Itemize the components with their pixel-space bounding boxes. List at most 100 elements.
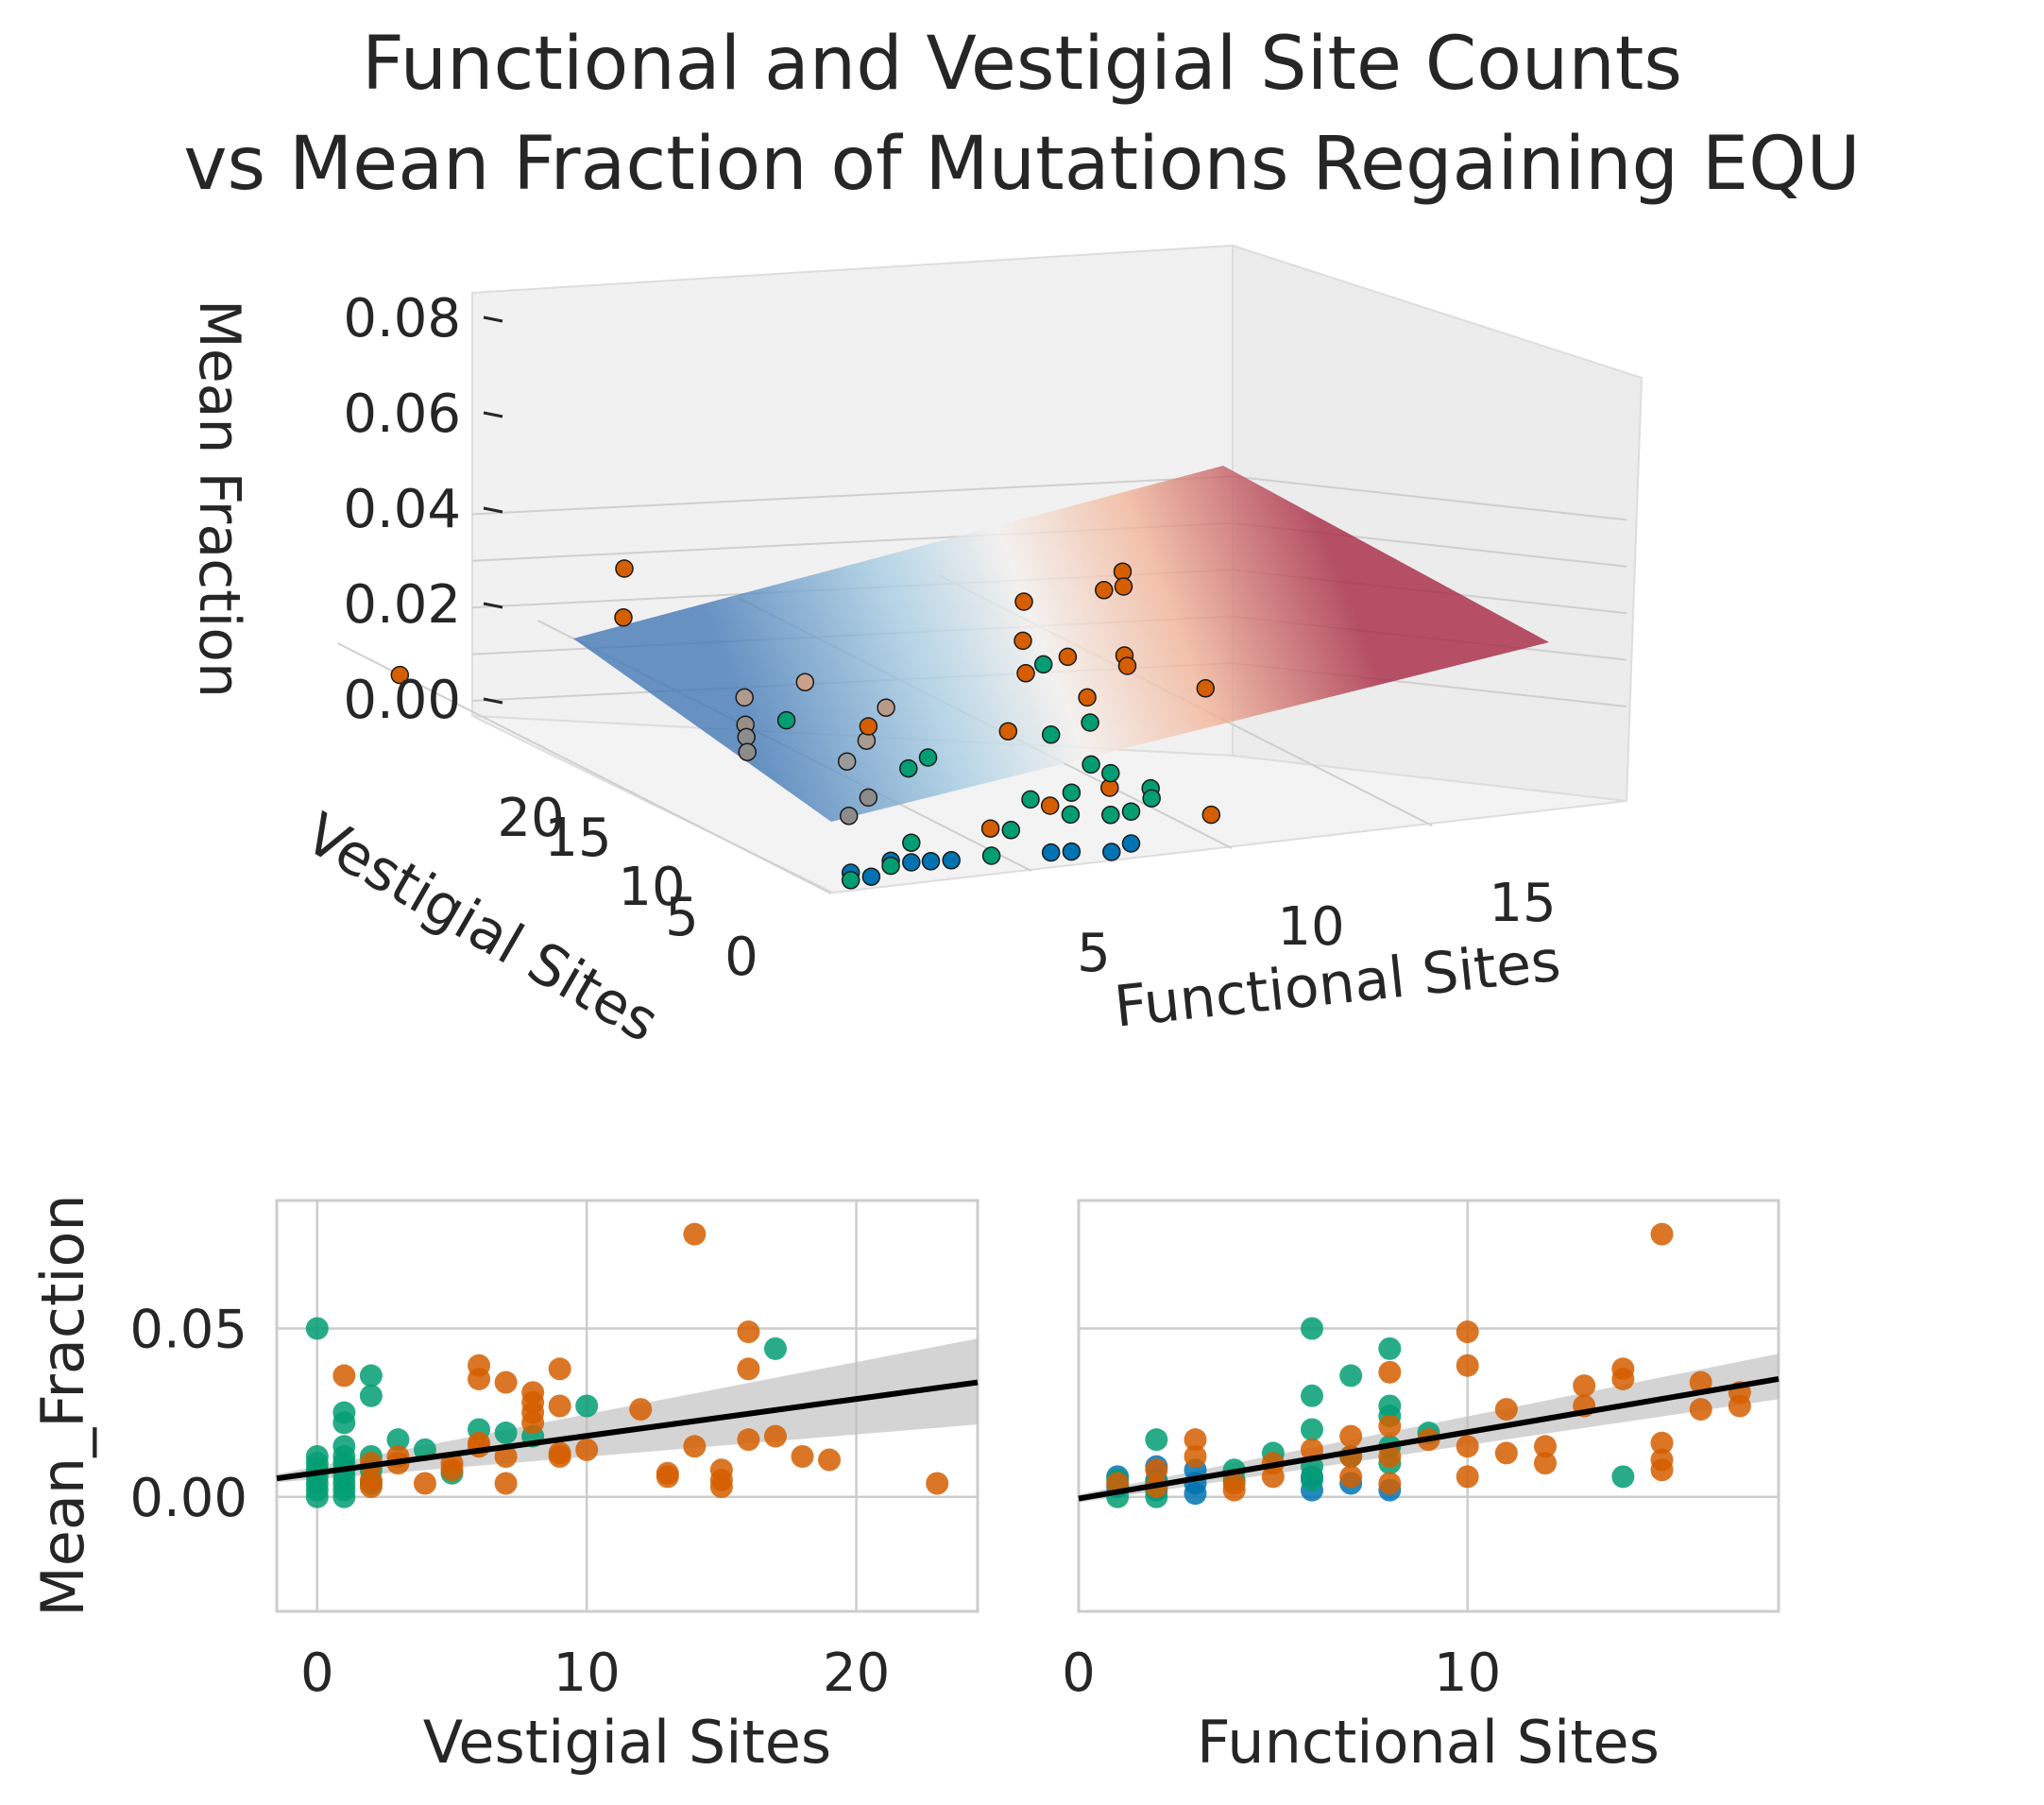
data-point [1378,1472,1402,1495]
data-point [386,1428,410,1452]
data-point [521,1411,545,1435]
data-point [548,1357,571,1381]
xtick-label: 10 [554,1643,621,1704]
data-point [1611,1367,1635,1390]
data-point [1728,1394,1751,1418]
data-point-3d [1121,834,1141,853]
data-point-3d [1114,577,1133,596]
xtick-label-3d: 10 [1277,896,1344,958]
data-point-3d [1041,843,1061,862]
data-point [494,1444,518,1468]
fitted-plane [573,466,1549,822]
data-point [1145,1428,1168,1452]
data-point [656,1465,679,1489]
data-point [683,1435,707,1458]
regression-vestigial [276,1379,979,1482]
data-point [359,1364,383,1388]
data-point [440,1458,464,1482]
data-point [305,1485,329,1508]
data-point [1301,1468,1323,1491]
xtick-label-3d: 15 [1489,873,1556,934]
data-point [1301,1384,1323,1407]
data-point [1378,1414,1402,1438]
data-point [332,1485,356,1508]
data-point [548,1394,571,1418]
ztick-mark [483,411,503,418]
data-point [1650,1431,1674,1455]
data-point-3d [390,665,410,685]
data-point [1184,1482,1207,1506]
data-point [709,1475,733,1499]
data-point-3d [1201,805,1221,825]
data-point-3d [1102,843,1121,861]
data-point [818,1448,842,1472]
ytick-label: 0.05 [129,1299,247,1360]
data-point-3d [1062,783,1082,802]
ztick-label: 0.06 [343,383,461,445]
data-point [413,1472,436,1495]
data-point-3d [1078,688,1097,707]
data-point-3d [1196,679,1216,698]
ztick-label: 0.08 [343,288,461,349]
ytick-label-3d: 0 [724,927,758,988]
data-point [1378,1337,1402,1360]
data-point-3d [615,559,634,578]
data-point-3d [1016,664,1035,683]
grid-line-floor [337,642,832,894]
data-point [737,1320,760,1344]
data-point [1301,1317,1323,1340]
data-point-3d [839,807,859,826]
xtick-label: 10 [1434,1643,1501,1704]
data-point-3d [1117,656,1137,675]
panel-functional: 0 10 Functional Sites [1062,1199,1780,1777]
ztick-label: 0.04 [343,479,461,540]
data-point [575,1438,599,1461]
data-point [1184,1428,1207,1452]
data-point [1650,1222,1674,1246]
data-point-3d [776,710,796,730]
data-point [494,1472,518,1495]
data-point [1534,1452,1557,1475]
data-point [1689,1371,1712,1394]
data-point [359,1384,383,1407]
ztick-label: 0.02 [343,574,461,636]
data-point [1222,1478,1246,1502]
data-point [1650,1458,1674,1482]
data-point-3d [859,788,878,808]
data-point [1689,1398,1712,1422]
ytick-label-3d: 15 [544,808,611,869]
data-point-3d [1040,796,1060,815]
data-point [1494,1398,1518,1422]
xtick-label: 0 [300,1643,334,1704]
data-point-3d [1014,592,1033,611]
data-point-3d [1081,713,1099,732]
figure-title-line2: vs Mean Fraction of Mutations Regaining … [183,122,1860,207]
data-point [763,1424,787,1448]
data-point-3d [1001,821,1021,840]
data-point-3d [902,833,921,852]
ci-band-vestigial [277,1338,978,1483]
data-point [548,1444,571,1468]
data-point-3d [918,748,938,767]
zaxis-label: Mean Fraction [186,299,252,698]
data-point-3d [881,856,900,876]
ztick-label: 0.00 [343,670,461,731]
confidence-band [277,1338,978,1483]
data-point [1339,1364,1363,1388]
data-point-3d [738,742,757,761]
ytick-label: 0.00 [129,1468,247,1529]
data-point-3d [1033,655,1053,674]
data-point-3d [1095,581,1114,600]
data-point [926,1472,949,1495]
data-point [332,1411,356,1435]
xtick-label: 20 [823,1643,890,1704]
data-point [1184,1444,1207,1468]
data-point [737,1357,760,1381]
ytick-label-3d: 5 [665,887,699,948]
data-point [1145,1458,1168,1482]
ytick-label-3d: 10 [618,857,685,918]
data-point [359,1475,383,1499]
xtick-label-3d: 5 [1077,923,1111,984]
